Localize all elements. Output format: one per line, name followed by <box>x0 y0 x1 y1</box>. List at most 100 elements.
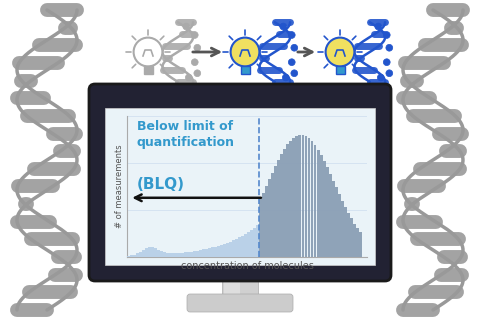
Bar <box>232 240 235 257</box>
Bar <box>320 155 323 257</box>
Bar <box>151 247 154 257</box>
Bar <box>353 224 356 257</box>
Circle shape <box>377 74 384 81</box>
Bar <box>265 186 268 257</box>
Bar <box>220 245 223 257</box>
Bar <box>274 166 277 257</box>
Circle shape <box>282 74 289 81</box>
Bar <box>308 138 311 257</box>
Bar <box>323 161 325 257</box>
Bar <box>223 244 226 257</box>
Bar <box>229 242 232 257</box>
Circle shape <box>375 23 382 30</box>
Bar <box>289 140 292 257</box>
Bar <box>166 253 169 257</box>
FancyBboxPatch shape <box>105 108 375 265</box>
FancyBboxPatch shape <box>336 67 345 74</box>
Circle shape <box>192 32 198 38</box>
Bar <box>335 188 338 257</box>
Bar <box>299 135 301 257</box>
Bar <box>205 249 208 257</box>
Circle shape <box>384 32 390 38</box>
Bar <box>163 252 166 257</box>
Circle shape <box>291 44 298 51</box>
Bar <box>187 252 190 257</box>
Bar <box>256 225 259 257</box>
Bar <box>202 250 205 257</box>
Bar <box>175 253 178 257</box>
Bar <box>247 232 250 257</box>
Circle shape <box>288 59 295 66</box>
Bar <box>154 248 157 257</box>
Bar <box>127 256 130 257</box>
Bar <box>311 141 313 257</box>
Circle shape <box>288 32 295 38</box>
Bar <box>190 252 193 257</box>
Bar <box>241 236 244 257</box>
Bar <box>271 173 274 257</box>
Bar <box>356 228 359 257</box>
Bar <box>244 234 247 257</box>
Circle shape <box>185 74 192 81</box>
Bar <box>268 180 271 257</box>
Bar <box>169 253 172 257</box>
Bar <box>139 252 142 257</box>
Bar <box>178 253 181 257</box>
Bar <box>317 150 320 257</box>
Bar <box>235 239 238 257</box>
Bar <box>199 250 202 257</box>
Bar <box>130 255 133 257</box>
Bar <box>136 253 139 257</box>
Circle shape <box>280 23 287 30</box>
Bar <box>253 228 256 257</box>
Circle shape <box>194 70 201 77</box>
Circle shape <box>386 44 393 51</box>
Bar <box>280 154 283 257</box>
Bar <box>338 194 341 257</box>
Bar <box>277 160 280 257</box>
Circle shape <box>384 59 390 66</box>
Bar <box>341 201 344 257</box>
Bar <box>160 251 163 257</box>
Bar <box>193 251 196 257</box>
Bar <box>305 136 307 257</box>
Bar <box>217 246 220 257</box>
Bar <box>238 237 240 257</box>
Circle shape <box>192 59 198 66</box>
FancyBboxPatch shape <box>224 275 240 297</box>
Bar <box>314 145 316 257</box>
Bar <box>211 247 214 257</box>
Bar <box>250 230 252 257</box>
Circle shape <box>133 38 162 67</box>
Bar <box>208 248 211 257</box>
Text: (BLQ): (BLQ) <box>137 177 185 192</box>
Bar <box>184 252 187 257</box>
Bar <box>262 193 265 257</box>
FancyBboxPatch shape <box>187 294 293 312</box>
FancyBboxPatch shape <box>222 275 258 297</box>
Circle shape <box>291 70 298 77</box>
Bar <box>226 243 228 257</box>
Bar <box>329 174 332 257</box>
Bar <box>172 253 175 257</box>
Bar <box>259 199 262 257</box>
Circle shape <box>325 38 354 67</box>
Bar <box>283 149 286 257</box>
Circle shape <box>194 44 201 51</box>
Bar <box>142 250 145 257</box>
FancyBboxPatch shape <box>89 84 391 281</box>
Bar <box>326 167 329 257</box>
Circle shape <box>230 38 259 67</box>
Circle shape <box>183 23 190 30</box>
Bar <box>301 135 304 257</box>
Bar <box>145 248 148 257</box>
Bar <box>292 138 295 257</box>
FancyBboxPatch shape <box>240 67 250 74</box>
Bar <box>196 251 199 257</box>
Text: Below limit of
quantification: Below limit of quantification <box>137 120 235 149</box>
Bar <box>133 255 136 257</box>
Bar <box>332 180 335 257</box>
X-axis label: concentration of molecules: concentration of molecules <box>180 261 313 271</box>
Bar <box>157 250 160 257</box>
Bar <box>350 219 353 257</box>
